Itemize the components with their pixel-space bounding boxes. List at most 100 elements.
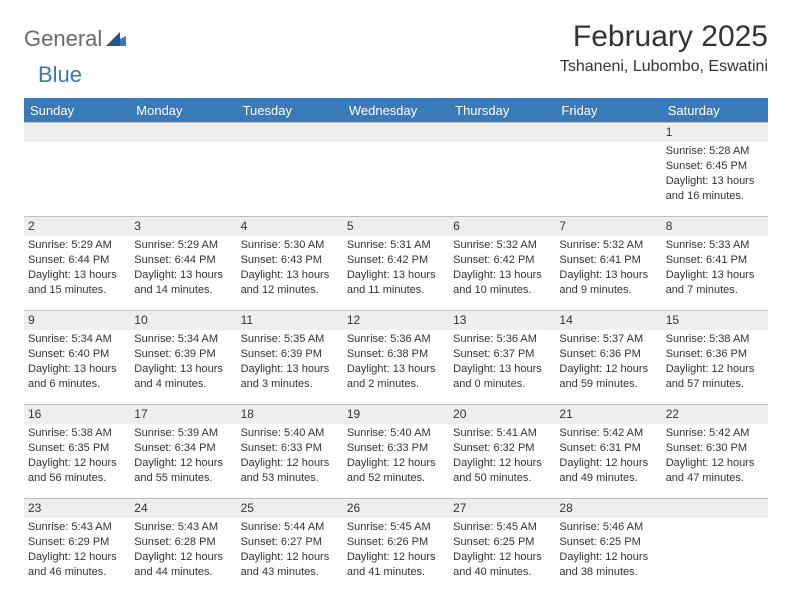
day-header: Friday <box>555 99 661 123</box>
calendar-day: 12 Sunrise: 5:36 AM Sunset: 6:38 PM Dayligh… <box>343 311 449 405</box>
day-body <box>555 142 661 216</box>
sunset-line: Sunset: 6:33 PM <box>347 442 428 454</box>
day-body: Sunrise: 5:40 AMSunset: 6:33 PMDaylight:… <box>237 424 343 498</box>
day-body: Sunrise: 5:34 AMSunset: 6:40 PMDaylight:… <box>24 330 130 404</box>
day-number: 20 <box>449 405 555 424</box>
sunset-line: Sunset: 6:33 PM <box>241 442 322 454</box>
sunrise-line: Sunrise: 5:43 AM <box>28 521 112 533</box>
sunset-line: Sunset: 6:41 PM <box>666 254 747 266</box>
calendar-day: 28Sunrise: 5:46 AMSunset: 6:25 PMDayligh… <box>555 499 661 593</box>
calendar-day: 2Sunrise: 5:29 AMSunset: 6:44 PMDaylight… <box>24 217 130 311</box>
day-number: 2 <box>24 217 130 236</box>
daylight-line: Daylight: 13 hours and 2 minutes. <box>347 363 436 390</box>
calendar-day: 18Sunrise: 5:40 AMSunset: 6:33 PMDayligh… <box>237 405 343 499</box>
day-number: 7 <box>555 217 661 236</box>
sunset-line: Sunset: 6:26 PM <box>347 536 428 548</box>
sunset-line: Sunset: 6:29 PM <box>28 536 109 548</box>
sunrise-line: Sunrise: 5:42 AM <box>559 427 643 439</box>
title-block: February 2025 Tshaneni, Lubombo, Eswatin… <box>560 20 768 76</box>
day-number: 21 <box>555 405 661 424</box>
daylight-line: Daylight: 12 hours and 53 minutes. <box>241 457 330 484</box>
day-number: 19 <box>343 405 449 424</box>
day-body: Sunrise: 5:32 AMSunset: 6:42 PMDaylight:… <box>449 236 555 310</box>
calendar-day <box>130 123 236 217</box>
sunrise-line: Sunrise: 5:37 AM <box>559 333 643 345</box>
daylight-line: Daylight: 12 hours and 50 minutes. <box>453 457 542 484</box>
sunrise-line: Sunrise: 5:35 AM <box>241 333 325 345</box>
day-body: Sunrise: 5:39 AMSunset: 6:34 PMDaylight:… <box>130 424 236 498</box>
day-body: Sunrise: 5:36 AM Sunset: 6:38 PM Daylight:… <box>343 330 449 404</box>
day-number <box>662 499 768 518</box>
calendar-day: 21Sunrise: 5:42 AMSunset: 6:31 PMDayligh… <box>555 405 661 499</box>
calendar-week: 9Sunrise: 5:34 AMSunset: 6:40 PMDaylight… <box>24 311 768 405</box>
sunset-line: Sunset: 6:42 PM <box>453 254 534 266</box>
calendar-day: 23 Sunrise: 5:43 AM Sunset: 6:29 PM Dayligh… <box>24 499 130 593</box>
sunrise-line: Sunrise: 5:38 AM <box>28 427 112 439</box>
day-number <box>343 123 449 142</box>
calendar-day: 27Sunrise: 5:45 AMSunset: 6:25 PMDayligh… <box>449 499 555 593</box>
calendar-day: 22Sunrise: 5:42 AMSunset: 6:30 PMDayligh… <box>662 405 768 499</box>
month-title: February 2025 <box>560 20 768 54</box>
day-header: Monday <box>130 99 236 123</box>
day-body: Sunrise: 5:37 AMSunset: 6:36 PMDaylight:… <box>555 330 661 404</box>
sunset-line: Sunset: 6:40 PM <box>28 348 109 360</box>
sunrise-line: Sunrise: 5:46 AM <box>559 521 643 533</box>
day-number: 22 <box>662 405 768 424</box>
day-header: Tuesday <box>237 99 343 123</box>
daylight-line: Daylight: 12 hours and 52 minutes. <box>347 457 436 484</box>
sunrise-line: Sunrise: 5:41 AM <box>453 427 537 439</box>
day-body <box>343 142 449 216</box>
calendar-body: 1Sunrise: 5:28 AMSunset: 6:45 PMDaylight… <box>24 123 768 593</box>
calendar-day: 5Sunrise: 5:31 AMSunset: 6:42 PMDaylight… <box>343 217 449 311</box>
day-number: 8 <box>662 217 768 236</box>
day-body: Sunrise: 5:31 AMSunset: 6:42 PMDaylight:… <box>343 236 449 310</box>
sunset-line: Sunset: 6:34 PM <box>134 442 215 454</box>
day-number: 1 <box>662 123 768 142</box>
calendar-day: 13Sunrise: 5:36 AMSunset: 6:37 PMDayligh… <box>449 311 555 405</box>
day-number: 26 <box>343 499 449 518</box>
day-number: 4 <box>237 217 343 236</box>
day-number: 28 <box>555 499 661 518</box>
sunrise-line: Sunrise: 5:36 AM <box>347 333 431 345</box>
sunrise-line: Sunrise: 5:29 AM <box>28 239 112 251</box>
day-number <box>237 123 343 142</box>
day-number <box>555 123 661 142</box>
sunset-line: Sunset: 6:38 PM <box>347 348 428 360</box>
calendar-day: 19 Sunrise: 5:40 AM Sunset: 6:33 PM Dayligh… <box>343 405 449 499</box>
day-number: 23 <box>24 499 130 518</box>
sunrise-line: Sunrise: 5:40 AM <box>347 427 431 439</box>
sunset-line: Sunset: 6:31 PM <box>559 442 640 454</box>
calendar-week: 2Sunrise: 5:29 AMSunset: 6:44 PMDaylight… <box>24 217 768 311</box>
day-body: Sunrise: 5:35 AMSunset: 6:39 PMDaylight:… <box>237 330 343 404</box>
calendar-day: 10Sunrise: 5:34 AMSunset: 6:39 PMDayligh… <box>130 311 236 405</box>
day-body: Sunrise: 5:33 AMSunset: 6:41 PMDaylight:… <box>662 236 768 310</box>
sunset-line: Sunset: 6:27 PM <box>241 536 322 548</box>
calendar-day: 4Sunrise: 5:30 AMSunset: 6:43 PMDaylight… <box>237 217 343 311</box>
calendar-week: 1Sunrise: 5:28 AMSunset: 6:45 PMDaylight… <box>24 123 768 217</box>
daylight-line: Daylight: 13 hours and 6 minutes. <box>28 363 117 390</box>
calendar-page: General February 2025 Tshaneni, Lubombo,… <box>0 0 792 612</box>
sunrise-line: Sunrise: 5:30 AM <box>241 239 325 251</box>
daylight-line: Daylight: 13 hours and 15 minutes. <box>28 269 117 296</box>
sunset-line: Sunset: 6:36 PM <box>666 348 747 360</box>
day-number: 24 <box>130 499 236 518</box>
sunset-line: Sunset: 6:39 PM <box>134 348 215 360</box>
day-body <box>130 142 236 216</box>
sunset-line: Sunset: 6:45 PM <box>666 160 747 172</box>
day-body: Sunrise: 5:43 AM Sunset: 6:29 PM Daylight:… <box>24 518 130 592</box>
day-body: Sunrise: 5:44 AMSunset: 6:27 PMDaylight:… <box>237 518 343 592</box>
calendar-day <box>24 123 130 217</box>
calendar-day: 16Sunrise: 5:38 AMSunset: 6:35 PMDayligh… <box>24 405 130 499</box>
calendar-day: 3Sunrise: 5:29 AMSunset: 6:44 PMDaylight… <box>130 217 236 311</box>
day-number <box>24 123 130 142</box>
day-body: Sunrise: 5:45 AMSunset: 6:25 PMDaylight:… <box>449 518 555 592</box>
sunset-line: Sunset: 6:36 PM <box>559 348 640 360</box>
day-body <box>24 142 130 216</box>
daylight-line: Daylight: 12 hours and 46 minutes. <box>28 551 117 578</box>
daylight-line: Daylight: 12 hours and 44 minutes. <box>134 551 223 578</box>
daylight-line: Daylight: 12 hours and 40 minutes. <box>453 551 542 578</box>
day-body: Sunrise: 5:38 AMSunset: 6:36 PMDaylight:… <box>662 330 768 404</box>
sunset-line: Sunset: 6:32 PM <box>453 442 534 454</box>
day-number: 12 <box>343 311 449 330</box>
daylight-line: Daylight: 12 hours and 41 minutes. <box>347 551 436 578</box>
